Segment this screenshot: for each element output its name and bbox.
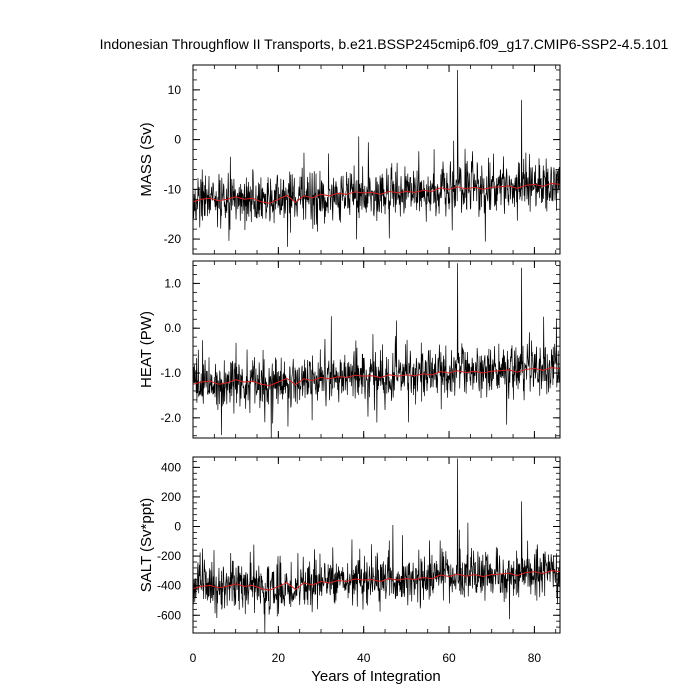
x-tick-label: 20 [272,651,286,665]
y-tick-label: 0.0 [164,321,181,335]
y-axis-label: SALT (Sv*ppt) [138,498,155,592]
x-tick-label: 80 [528,651,542,665]
x-tick-label: 0 [190,651,197,665]
y-tick-label: 1.0 [164,276,181,290]
plot-frame [192,260,561,439]
panel-1: 1.0 0.0 -1.0 -2.0 HEAT (PW) [138,260,561,439]
panels: 10 0 -10 -20 MASS (Sv) 1.0 0.0 -1.0 -2.0 HEAT (PW… [138,64,561,665]
y-tick-label: -2.0 [160,411,181,425]
y-axis-label: MASS (Sv) [138,122,155,196]
plot-frame [192,64,561,255]
y-tick-label: 400 [161,460,181,474]
y-tick-label: -20 [164,232,182,246]
y-tick-label: 0 [174,520,181,534]
x-tick-label: 40 [357,651,371,665]
series-smoothed-line [193,570,560,591]
series-smoothed-line [193,182,560,204]
x-tick-label: 60 [442,651,456,665]
series-raw-line [193,263,560,438]
y-tick-label: 0 [174,133,181,147]
y-tick-label: -10 [164,182,182,196]
series-smoothed-line [193,367,560,387]
series-raw-line [193,458,560,633]
y-tick-label: -400 [157,579,181,593]
y-tick-label: 10 [168,83,182,97]
panel-0: 10 0 -10 -20 MASS (Sv) [138,64,561,255]
y-axis-label: HEAT (PW) [138,311,155,388]
panel-2: 400 200 0 -200 -400 -600 0 20 40 60 80 SALT (Sv*ppt… [138,456,561,665]
series-raw-line [193,69,560,247]
chart-title: Indonesian Throughflow II Transports, b.… [100,36,669,52]
y-tick-label: -1.0 [160,366,181,380]
y-tick-label: 200 [161,490,181,504]
x-axis-label: Years of Integration [311,668,441,685]
plot-frame [192,456,561,634]
y-tick-label: -600 [157,608,181,622]
y-tick-label: -200 [157,549,181,563]
